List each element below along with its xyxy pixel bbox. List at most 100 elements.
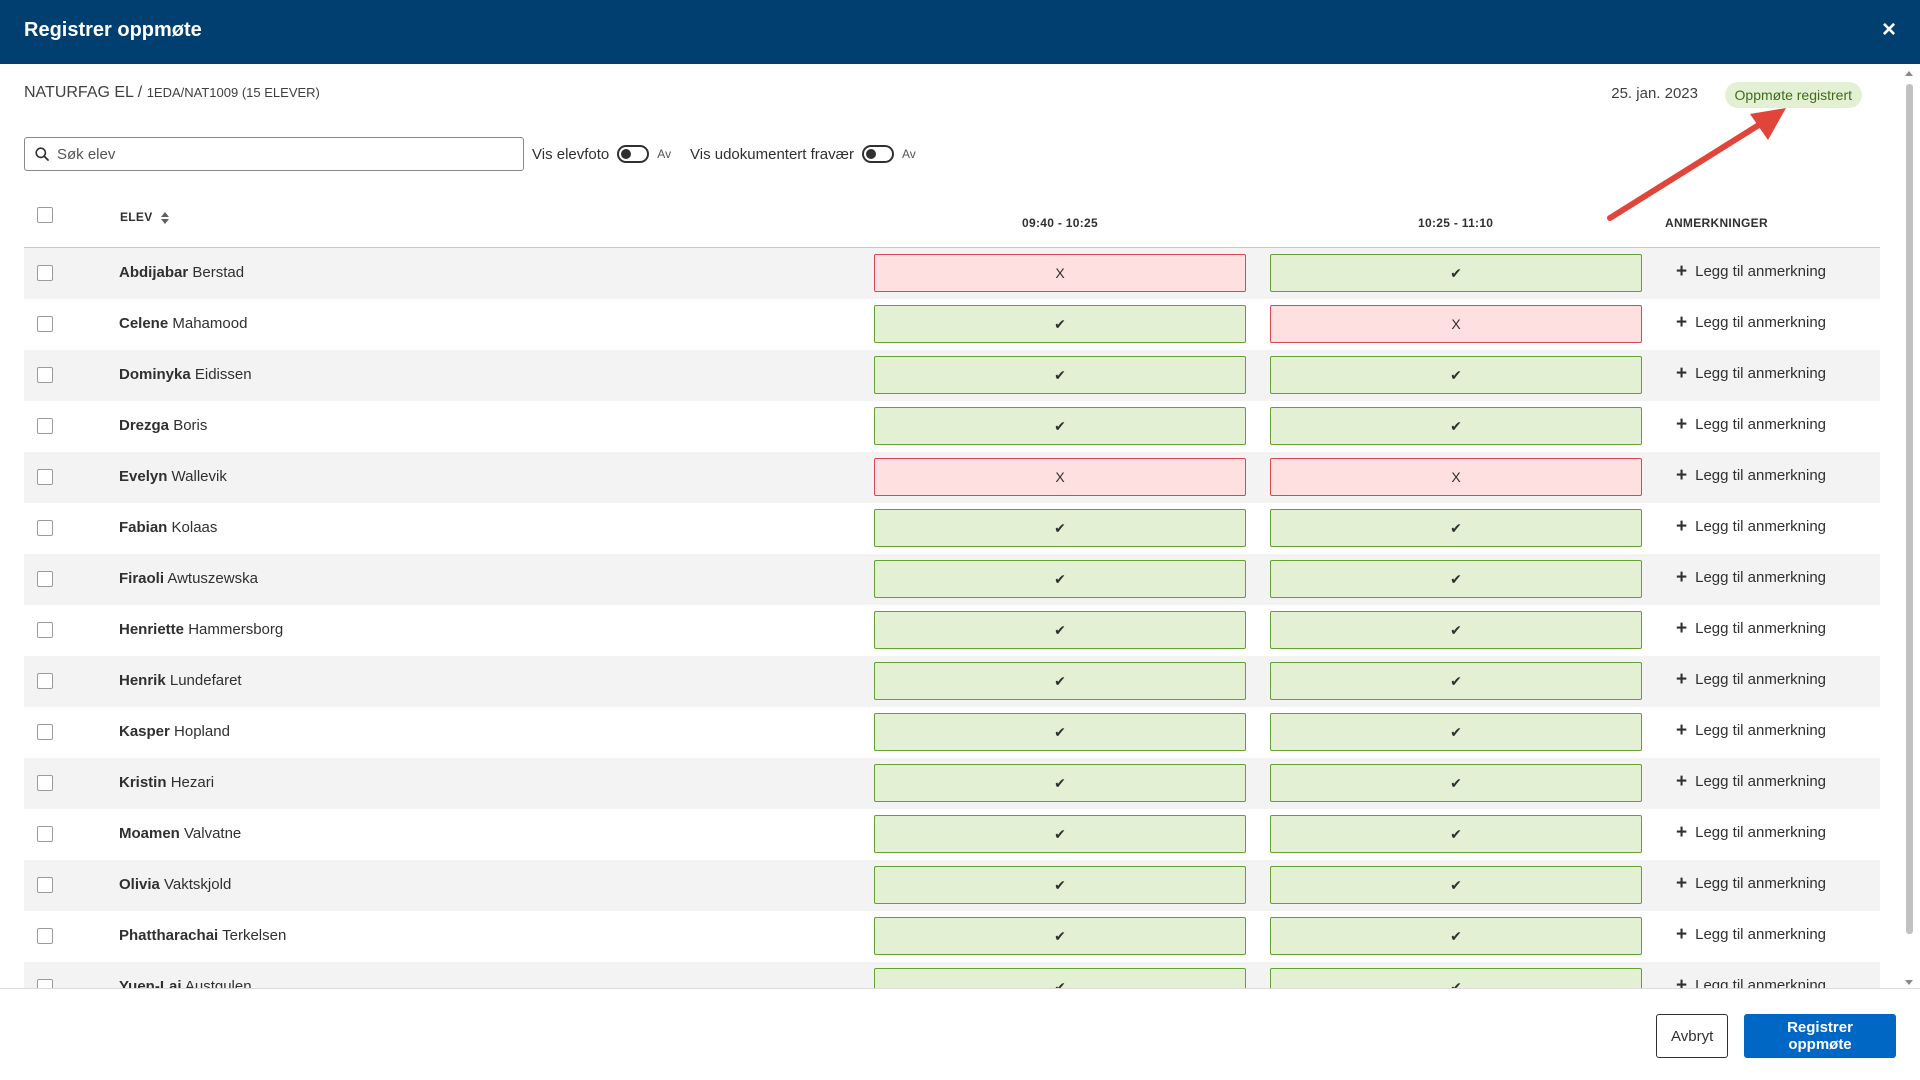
add-note-label: Legg til anmerkning [1695,416,1827,433]
row-checkbox[interactable] [37,826,53,842]
row-checkbox[interactable] [37,316,53,332]
row-checkbox[interactable] [37,622,53,638]
add-note-button[interactable]: + Legg til anmerkning [1676,925,1827,944]
row-checkbox[interactable] [37,520,53,536]
attendance-cell-slot2[interactable]: ✔ [1270,509,1642,547]
row-checkbox[interactable] [37,469,53,485]
attendance-cell-slot1[interactable]: ✔ [874,968,1246,989]
add-note-button[interactable]: + Legg til anmerkning [1676,976,1826,990]
select-all-checkbox[interactable] [37,207,53,223]
checkmark-icon: ✔ [1450,672,1462,689]
attendance-cell-slot1[interactable]: X [874,458,1246,496]
absent-mark: X [1055,469,1065,485]
student-name: Evelyn Wallevik [119,468,227,485]
add-note-button[interactable]: + Legg til anmerkning [1676,515,1826,537]
row-checkbox[interactable] [37,367,53,383]
attendance-cell-slot1[interactable]: ✔ [874,560,1246,598]
student-last-name: Boris [173,417,208,434]
cancel-button[interactable]: Avbryt [1656,1014,1728,1058]
add-note-button[interactable]: + Legg til anmerkning [1676,364,1826,383]
search-input[interactable] [57,139,517,169]
attendance-cell-slot1[interactable]: ✔ [874,305,1246,343]
add-note-button[interactable]: + Legg til anmerkning [1676,619,1826,638]
toggle-absence-switch[interactable] [861,145,894,163]
student-name: Kristin Hezari [119,774,214,791]
add-note-button[interactable]: + Legg til anmerkning [1676,262,1826,281]
add-note-button[interactable]: + Legg til anmerkning [1676,415,1827,434]
student-name: Henrik Lundefaret [119,672,242,689]
attendance-cell-slot2[interactable]: ✔ [1270,407,1642,445]
toggle-photo-switch[interactable] [617,145,650,163]
attendance-cell-slot2[interactable]: ✔ [1270,917,1642,955]
row-checkbox[interactable] [37,928,53,944]
row-checkbox[interactable] [37,265,53,281]
row-checkbox[interactable] [37,979,53,989]
student-name: Drezga Boris [119,417,207,434]
close-icon[interactable]: × [1881,16,1896,43]
checkmark-icon: ✔ [1450,417,1462,434]
attendance-cell-slot2[interactable]: X [1270,305,1642,343]
toggle-absence-label: Vis udokumentert fravær [690,145,854,163]
attendance-cell-slot2[interactable]: ✔ [1270,611,1642,649]
column-header-student[interactable]: ELEV [120,210,169,224]
attendance-cell-slot1[interactable]: ✔ [874,611,1246,649]
add-note-button[interactable]: + Legg til anmerkning [1676,823,1826,842]
plus-icon: + [1676,566,1688,588]
attendance-cell-slot1[interactable]: ✔ [874,764,1246,802]
add-note-label: Legg til anmerkning [1695,926,1827,943]
toggle-absence-state: Av [901,147,916,161]
plus-icon: + [1676,311,1688,333]
column-header-slot2: 10:25 - 11:10 [1418,216,1494,230]
attendance-cell-slot1[interactable]: ✔ [874,662,1246,700]
attendance-cell-slot2[interactable]: ✔ [1270,866,1642,904]
add-note-button[interactable]: + Legg til anmerkning [1676,772,1826,791]
annotation-arrow-icon [1607,108,1786,221]
row-checkbox[interactable] [37,418,53,434]
add-note-button[interactable]: + Legg til anmerkning [1676,670,1826,689]
checkmark-icon: ✔ [1450,927,1462,944]
row-checkbox[interactable] [37,673,53,689]
attendance-cell-slot1[interactable]: ✔ [874,815,1246,853]
checkmark-icon: ✔ [1054,366,1066,383]
student-first-name: Firaoli [119,570,165,587]
scrollbar[interactable] [1903,68,1915,988]
attendance-cell-slot1[interactable]: ✔ [874,407,1246,445]
attendance-cell-slot2[interactable]: ✔ [1270,764,1642,802]
attendance-cell-slot1[interactable]: ✔ [874,509,1246,547]
attendance-cell-slot2[interactable]: X [1270,458,1642,496]
attendance-cell-slot2[interactable]: ✔ [1270,662,1642,700]
attendance-cell-slot2[interactable]: ✔ [1270,815,1642,853]
attendance-cell-slot1[interactable]: ✔ [874,356,1246,394]
row-checkbox[interactable] [37,775,53,791]
scroll-down-icon[interactable] [1905,980,1913,985]
attendance-cell-slot2[interactable]: ✔ [1270,356,1642,394]
row-checkbox[interactable] [37,571,53,587]
add-note-button[interactable]: + Legg til anmerkning [1676,566,1826,588]
scroll-up-icon[interactable] [1905,71,1913,76]
add-note-button[interactable]: + Legg til anmerkning [1676,721,1826,740]
plus-icon: + [1676,515,1688,537]
row-checkbox[interactable] [37,724,53,740]
plus-icon: + [1676,464,1688,486]
attendance-cell-slot1[interactable]: ✔ [874,866,1246,904]
attendance-cell-slot2[interactable]: ✔ [1270,713,1642,751]
attendance-cell-slot1[interactable]: ✔ [874,917,1246,955]
register-attendance-button[interactable]: Registrer oppmøte [1744,1014,1896,1058]
checkmark-icon: ✔ [1054,621,1066,638]
student-name: Dominyka Eidissen [119,366,252,383]
row-checkbox[interactable] [37,877,53,893]
add-note-button[interactable]: + Legg til anmerkning [1676,874,1826,893]
table-row: Fabian Kolaas ✔ ✔ + Legg til anmerkning [24,503,1880,554]
add-note-button[interactable]: + Legg til anmerkning [1676,464,1826,486]
attendance-cell-slot2[interactable]: ✔ [1270,254,1642,292]
student-name: Olivia Vaktskjold [119,876,231,893]
student-last-name: Eidissen [194,366,252,383]
add-note-button[interactable]: + Legg til anmerkning [1676,311,1826,333]
attendance-cell-slot2[interactable]: ✔ [1270,968,1642,989]
attendance-cell-slot1[interactable]: X [874,254,1246,292]
attendance-cell-slot2[interactable]: ✔ [1270,560,1642,598]
student-first-name: Kristin [119,774,167,791]
scrollbar-thumb[interactable] [1906,84,1913,934]
attendance-cell-slot1[interactable]: ✔ [874,713,1246,751]
